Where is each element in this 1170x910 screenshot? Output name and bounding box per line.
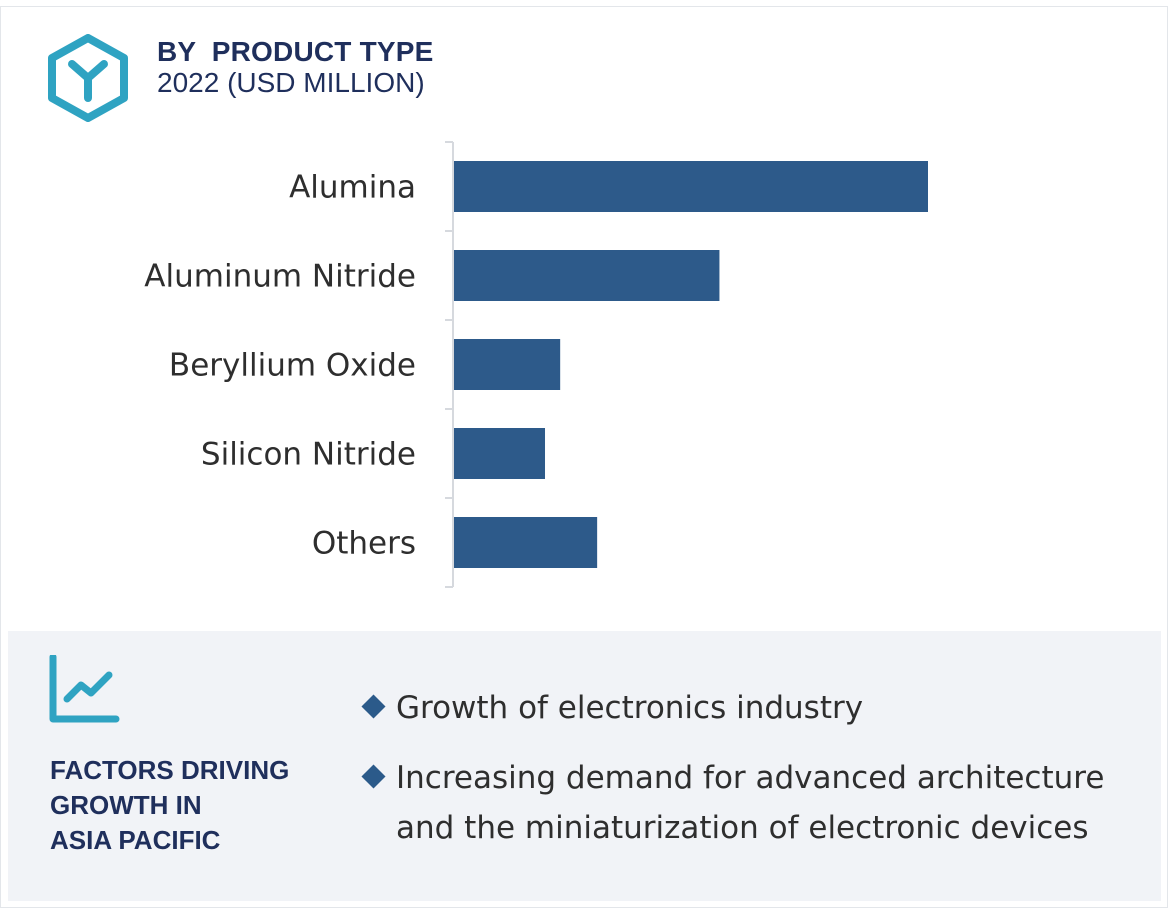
- category-label: Others: [312, 526, 416, 562]
- factors-title-line: GROWTH IN: [50, 790, 202, 820]
- card-frame: [0, 6, 1168, 908]
- bar: [454, 161, 928, 212]
- category-label: Alumina: [289, 170, 416, 206]
- hexagon-y-icon: [48, 34, 128, 122]
- factor-text: Increasing demand for advanced architect…: [396, 760, 1105, 846]
- diamond-bullet-icon: [361, 764, 386, 789]
- category-label: Aluminum Nitride: [144, 259, 416, 295]
- bar: [454, 339, 561, 390]
- category-label: Beryllium Oxide: [169, 348, 416, 384]
- factor-item: Growth of electronics industry: [361, 683, 1141, 733]
- trend-line-chart-icon: [49, 655, 120, 723]
- chart-title: BY PRODUCT TYPE: [157, 36, 434, 67]
- bar-chart: Alumina Aluminum Nitride Beryllium Oxide Si…: [144, 141, 928, 588]
- factors-panel: FACTORS DRIVING GROWTH IN ASIA PACIFIC G…: [8, 631, 1161, 901]
- factor-text: Growth of electronics industry: [396, 690, 864, 726]
- diamond-bullet-icon: [361, 694, 386, 719]
- factors-title: FACTORS DRIVING GROWTH IN ASIA PACIFIC: [50, 753, 350, 858]
- factors-title-line: FACTORS DRIVING: [50, 755, 290, 785]
- bar: [454, 250, 720, 301]
- factor-item: Increasing demand for advanced architect…: [361, 753, 1141, 853]
- category-label: Silicon Nitride: [201, 437, 416, 473]
- bar: [454, 517, 598, 568]
- chart-subtitle: 2022 (USD MILLION): [157, 67, 425, 98]
- factors-title-line: ASIA PACIFIC: [50, 825, 221, 855]
- bar: [454, 428, 546, 479]
